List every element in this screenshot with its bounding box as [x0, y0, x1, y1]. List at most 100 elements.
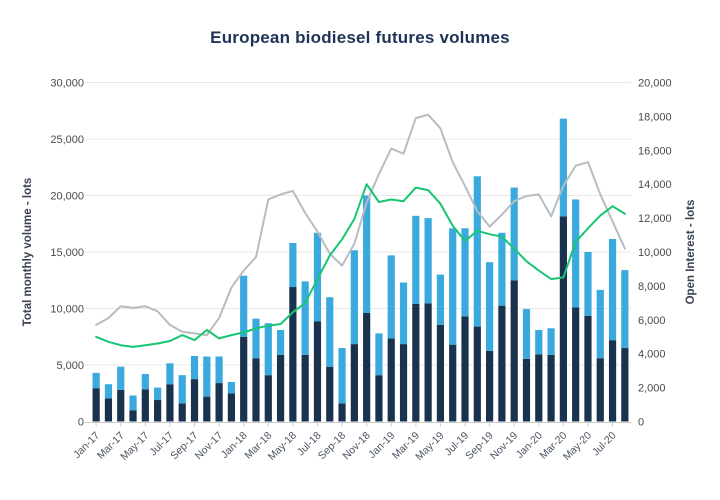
right-axis-tick-label: 18,000: [638, 111, 672, 123]
volume-bar-light: [621, 270, 629, 349]
volume-bar-dark: [326, 366, 334, 422]
volume-bar-light: [92, 372, 100, 389]
volume-bar-light: [375, 333, 383, 376]
volume-bar-light: [584, 252, 592, 316]
volume-bar-dark: [387, 338, 395, 422]
volume-bar-dark: [449, 344, 457, 422]
volume-bar-dark: [129, 410, 137, 422]
volume-bar-dark: [436, 324, 445, 422]
volume-bar-light: [363, 195, 371, 314]
volume-bar-dark: [535, 354, 543, 422]
volume-bar-dark: [596, 358, 604, 422]
volume-bar-light: [461, 228, 469, 317]
volume-bar-light: [264, 323, 272, 376]
volume-bar-light: [289, 242, 297, 288]
volume-bar-dark: [92, 388, 100, 422]
volume-bar-dark: [154, 400, 162, 422]
volume-bar-dark: [301, 354, 309, 422]
volume-bar-light: [203, 356, 211, 397]
volume-bar-dark: [375, 375, 383, 422]
volume-bar-light: [252, 318, 260, 359]
volume-bar-dark: [584, 315, 592, 422]
volume-bar-light: [387, 255, 395, 339]
volume-bar-dark: [141, 389, 149, 422]
volume-bar-light: [399, 282, 408, 345]
volume-bar-light: [350, 250, 358, 345]
volume-bar-dark: [498, 305, 506, 422]
volume-bar-light: [473, 176, 481, 327]
volume-bar-dark: [412, 303, 420, 422]
right-axis-tick-label: 16,000: [638, 145, 672, 157]
left-axis-tick-label: 15,000: [50, 247, 84, 259]
volume-bar-light: [338, 348, 346, 404]
volume-bar-light: [215, 356, 223, 384]
right-axis-tick-label: 20,000: [638, 78, 672, 90]
volume-bar-light: [154, 387, 162, 401]
volume-bar-dark: [559, 216, 567, 422]
volume-bar-dark: [190, 379, 199, 422]
volume-bar-dark: [510, 280, 518, 422]
volume-bar-dark: [227, 393, 235, 422]
volume-bar-light: [449, 228, 457, 345]
right-axis-tick-label: 10,000: [638, 247, 672, 259]
x-axis-tick-label: Nov-17: [193, 430, 226, 463]
volume-bar-light: [498, 232, 506, 306]
volume-bar-light: [276, 329, 285, 355]
volume-bar-light: [559, 118, 567, 217]
right-axis-tick-label: 14,000: [638, 179, 672, 191]
volume-bar-dark: [547, 354, 555, 422]
volume-bar-dark: [240, 336, 248, 422]
volume-bar-light: [412, 215, 420, 304]
volume-bar-dark: [522, 358, 531, 422]
x-axis-tick-label: Nov-18: [340, 430, 373, 463]
volume-bar-light: [190, 355, 199, 380]
volume-bar-dark: [264, 375, 272, 422]
volume-bar-light: [166, 363, 174, 385]
volume-bar-light: [178, 375, 186, 404]
right-axis-title: Open Interest - lots: [685, 200, 697, 305]
volume-bar-light: [424, 218, 432, 304]
volume-bar-light: [608, 239, 617, 341]
volume-bar-light: [535, 329, 543, 355]
volume-bar-dark: [215, 383, 223, 422]
left-axis-tick-label: 20,000: [50, 191, 84, 203]
volume-bar-dark: [424, 303, 432, 422]
volume-bar-light: [240, 275, 248, 337]
volume-bar-light: [326, 297, 334, 367]
left-axis-tick-label: 25,000: [50, 134, 84, 146]
volume-bar-dark: [276, 354, 285, 422]
left-axis-tick-label: 5,000: [56, 360, 84, 372]
right-axis-tick-label: 8,000: [638, 281, 666, 293]
chart-title: European biodiesel futures volumes: [210, 28, 510, 47]
volume-bar-dark: [166, 384, 174, 422]
volume-bar-light: [572, 199, 580, 308]
volume-bar-light: [129, 395, 137, 411]
volume-bar-light: [596, 289, 604, 359]
volume-bar-dark: [350, 344, 358, 422]
volume-bar-dark: [203, 396, 211, 422]
volume-bar-light: [510, 187, 518, 281]
volume-bar-dark: [621, 348, 629, 422]
right-axis-tick-label: 4,000: [638, 349, 666, 361]
right-axis-tick-label: 0: [638, 417, 644, 429]
left-axis-tick-label: 0: [78, 417, 84, 429]
right-axis-tick-label: 12,000: [638, 213, 672, 225]
volume-bar-light: [436, 274, 445, 325]
volume-bar-dark: [461, 316, 469, 422]
volume-bar-dark: [486, 350, 494, 422]
volume-bar-dark: [363, 313, 371, 422]
volume-bar-dark: [117, 389, 125, 422]
left-axis-tick-label: 30,000: [50, 78, 84, 90]
left-axis-tick-label: 10,000: [50, 304, 84, 316]
volume-bar-dark: [608, 340, 617, 422]
volume-bar-dark: [104, 398, 113, 422]
volume-bar-light: [522, 309, 531, 359]
right-axis-tick-label: 2,000: [638, 383, 666, 395]
right-axis-tick-label: 6,000: [638, 315, 666, 327]
open-interest-green-line: [95, 183, 626, 348]
volume-bar-light: [117, 366, 125, 390]
volume-bar-dark: [313, 321, 322, 422]
volume-bar-dark: [289, 287, 297, 422]
